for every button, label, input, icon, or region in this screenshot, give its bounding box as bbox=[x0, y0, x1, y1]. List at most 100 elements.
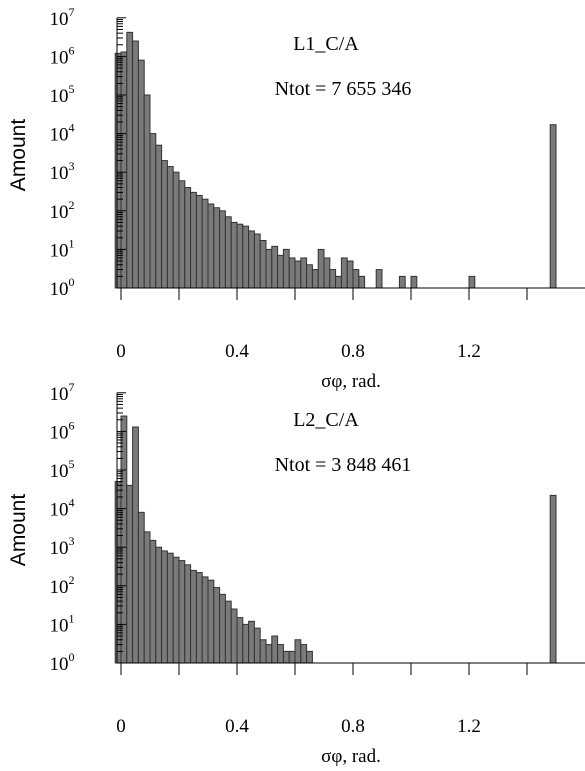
histogram-bar bbox=[306, 264, 313, 289]
histogram-bar bbox=[300, 257, 308, 289]
y-tick-label: 100 bbox=[50, 650, 75, 675]
y-tick-label: 102 bbox=[50, 198, 75, 223]
histogram-bar bbox=[207, 203, 215, 289]
histogram-bar bbox=[282, 650, 290, 664]
y-axis-label: Amount bbox=[7, 494, 30, 567]
histogram-bar bbox=[230, 221, 238, 289]
annotation-title: L1_C/A bbox=[293, 33, 359, 55]
bars-group bbox=[114, 415, 557, 664]
histogram-bar bbox=[375, 269, 383, 289]
histogram-bar bbox=[311, 269, 319, 289]
x-tick-label: 0 bbox=[116, 341, 126, 362]
histogram-bar bbox=[126, 484, 134, 664]
histogram-bar bbox=[259, 639, 267, 664]
histogram-bar bbox=[126, 31, 134, 289]
x-tick-label: 0.8 bbox=[341, 341, 365, 362]
histogram-bar bbox=[323, 257, 331, 289]
histogram-bar bbox=[137, 511, 145, 664]
histogram-bar bbox=[213, 207, 221, 289]
histogram-bar bbox=[248, 620, 255, 664]
histogram-bar bbox=[468, 275, 476, 289]
histogram-bar bbox=[248, 230, 255, 289]
histogram-bar bbox=[410, 275, 418, 289]
histogram-bar bbox=[195, 572, 203, 664]
histogram-bar bbox=[207, 579, 215, 664]
histogram-bar bbox=[190, 191, 197, 289]
histogram-panel-l2: 100 101 102 103 104 105 106 107 0 0.4 0.8 1.2 L2_C/… bbox=[7, 380, 585, 767]
x-axis-label: σφ, rad. bbox=[321, 371, 381, 392]
x-tick-label: 1.2 bbox=[457, 716, 481, 737]
annotation-title: L2_C/A bbox=[293, 409, 359, 431]
histogram-bar bbox=[346, 260, 354, 289]
histogram-bar bbox=[265, 248, 273, 289]
histogram-bar bbox=[549, 124, 557, 289]
histogram-bar bbox=[219, 593, 226, 664]
histogram-bar bbox=[549, 494, 557, 664]
histogram-bar bbox=[178, 180, 186, 289]
histogram-bar bbox=[201, 198, 209, 289]
histogram-bar bbox=[265, 644, 273, 664]
histogram-bar bbox=[132, 40, 139, 289]
histogram-bar bbox=[201, 576, 209, 664]
histogram-bar bbox=[184, 564, 192, 664]
histogram-bar bbox=[161, 550, 168, 664]
histogram-bar bbox=[288, 257, 296, 289]
axes-group: 100 101 102 103 104 105 106 107 0 0.4 0.8 1.2 bbox=[50, 380, 585, 737]
histogram-bar bbox=[166, 552, 174, 664]
y-tick-label: 104 bbox=[50, 496, 75, 521]
y-tick-label: 105 bbox=[50, 82, 75, 107]
histogram-bar bbox=[137, 59, 145, 289]
histogram-bar bbox=[166, 166, 174, 289]
histogram-bar bbox=[277, 254, 284, 289]
histogram-bar bbox=[120, 51, 128, 289]
x-tick-label: 0.8 bbox=[341, 716, 365, 737]
x-tick-label: 0 bbox=[116, 716, 126, 737]
histogram-bar bbox=[178, 560, 186, 664]
histogram-bar bbox=[190, 569, 197, 664]
histogram-bar bbox=[149, 539, 157, 664]
y-tick-label: 102 bbox=[50, 573, 75, 598]
x-tick-label: 1.2 bbox=[457, 341, 481, 362]
histogram-bar bbox=[340, 257, 348, 289]
histogram-bar bbox=[317, 248, 325, 289]
histogram-bar bbox=[288, 650, 296, 664]
histogram-bar bbox=[213, 587, 221, 664]
histogram-bar bbox=[224, 216, 232, 289]
histogram-panel-l1: 100 101 102 103 104 105 106 107 0 0.4 0.8 1.2 L1_C/… bbox=[7, 5, 585, 392]
histogram-bar bbox=[132, 426, 139, 664]
y-tick-label: 106 bbox=[50, 418, 75, 443]
y-tick-label: 106 bbox=[50, 43, 75, 68]
histogram-bar bbox=[236, 617, 244, 664]
histogram-bar bbox=[277, 644, 284, 664]
histogram-bar bbox=[172, 171, 180, 289]
histogram-bar bbox=[352, 269, 360, 289]
bars-group bbox=[114, 31, 557, 289]
histogram-bar bbox=[161, 160, 168, 289]
histogram-bar bbox=[306, 650, 313, 664]
histogram-bar bbox=[172, 556, 180, 664]
y-tick-label: 104 bbox=[50, 121, 75, 146]
annotation-total: Ntot = 7 655 346 bbox=[275, 78, 412, 100]
histogram-bar bbox=[358, 275, 366, 289]
y-tick-label: 100 bbox=[50, 275, 75, 300]
histogram-bar bbox=[335, 275, 342, 289]
histogram-bar bbox=[300, 644, 308, 664]
histogram-bar bbox=[149, 133, 157, 289]
y-tick-label: 107 bbox=[50, 5, 75, 30]
axes-group: 100 101 102 103 104 105 106 107 0 0.4 0.8 1.2 bbox=[50, 5, 585, 362]
histogram-bar bbox=[236, 223, 244, 289]
histogram-bar bbox=[253, 233, 261, 289]
histogram-bar bbox=[155, 546, 163, 664]
y-tick-label: 105 bbox=[50, 457, 75, 482]
y-tick-label: 101 bbox=[50, 611, 75, 636]
histogram-bar bbox=[155, 144, 163, 289]
histogram-bar bbox=[271, 635, 279, 664]
histogram-bar bbox=[219, 210, 226, 289]
histogram-bar bbox=[259, 240, 267, 289]
histogram-bar bbox=[282, 248, 290, 289]
y-tick-label: 103 bbox=[50, 534, 75, 559]
histogram-bar bbox=[329, 269, 337, 289]
y-tick-label: 107 bbox=[50, 380, 75, 405]
histogram-bar bbox=[184, 187, 192, 289]
